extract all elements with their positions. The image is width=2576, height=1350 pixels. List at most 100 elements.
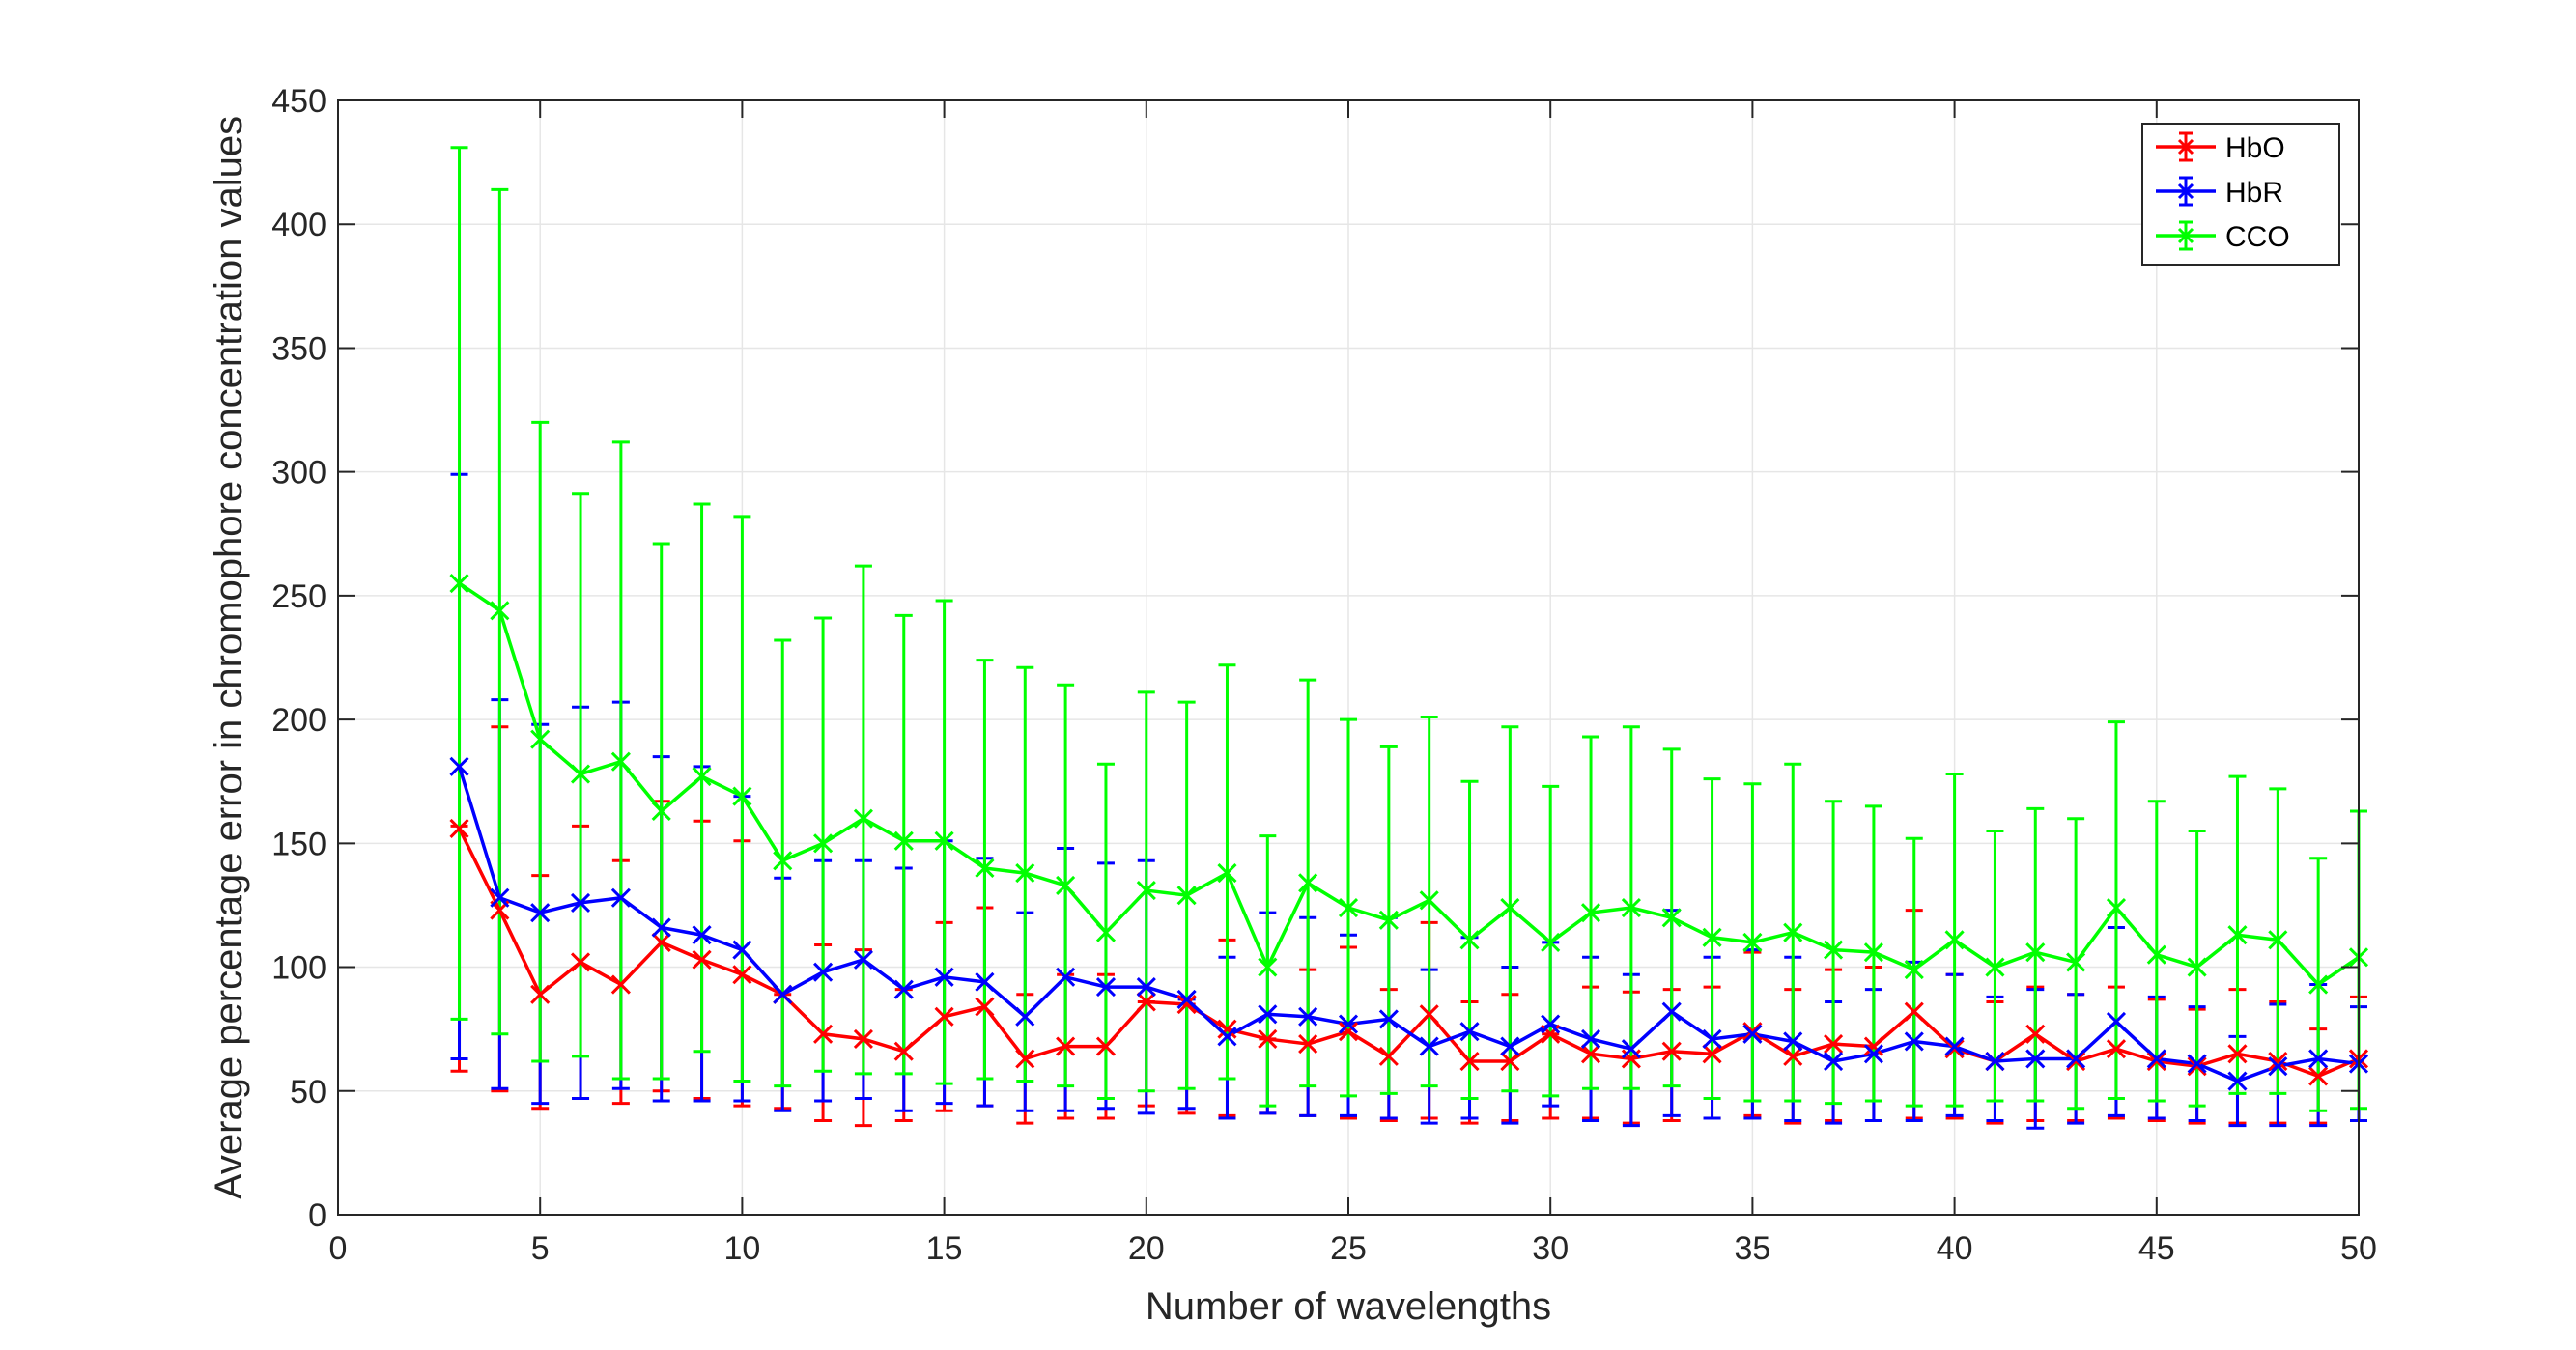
hbr-marker-stroke: [2106, 1011, 2127, 1032]
hbr-marker-stroke: [773, 984, 793, 1004]
cco-marker-stroke: [934, 830, 954, 851]
cco-point: [2066, 952, 2086, 972]
hbo-marker-stroke: [934, 1006, 954, 1027]
hbr-marker-stroke: [1661, 1001, 1682, 1022]
hbr-marker-stroke: [1863, 1044, 1883, 1064]
hbo-series-line: [457, 828, 2360, 1079]
hbo-point: [1863, 1036, 1883, 1056]
x-axis-title: Number of wavelengths: [1146, 1285, 1551, 1328]
cco-marker-stroke: [1541, 932, 1561, 952]
cco-point: [1095, 922, 1117, 942]
hbo-marker-stroke: [530, 984, 551, 1004]
hbo-marker-stroke: [449, 818, 469, 839]
cco-marker-stroke: [1095, 922, 1117, 942]
cco-marker-stroke: [893, 830, 914, 851]
cco-point: [1621, 897, 1641, 918]
hbr-point: [1258, 1004, 1278, 1025]
cco-marker-stroke: [1661, 908, 1682, 928]
hbo-point: [651, 932, 671, 952]
hbr-point: [1904, 1031, 1924, 1052]
hbr-marker-stroke: [1742, 1024, 1763, 1044]
hbr-point: [1863, 1044, 1883, 1064]
cco-marker-stroke: [2227, 925, 2248, 945]
hbr-marker-stroke: [1500, 1036, 1520, 1056]
hbr-marker-stroke: [1419, 1036, 1439, 1056]
cco-point: [1136, 880, 1156, 901]
hbr-point: [975, 971, 995, 993]
cco-marker-stroke: [530, 729, 551, 749]
hbr-marker-stroke: [1056, 967, 1076, 987]
legend-marker-hbr: [2177, 183, 2194, 200]
y-tick-label: 150: [271, 826, 326, 862]
cco-point: [1661, 908, 1682, 928]
hbo-marker-stroke: [732, 965, 752, 985]
hbo-point: [853, 1028, 873, 1049]
cco-marker-stroke: [1459, 930, 1480, 950]
x-tick-label: 10: [723, 1230, 760, 1267]
cco-marker-stroke: [1863, 942, 1883, 963]
markers: [449, 574, 2369, 1091]
cco-point: [1702, 927, 1722, 947]
cco-marker-stroke: [2025, 942, 2046, 963]
hbr-marker-stroke: [1944, 1036, 1965, 1056]
hbr-point: [1783, 1031, 1803, 1052]
cco-marker-stroke: [1985, 957, 2005, 977]
hbo-point: [1904, 1001, 1924, 1022]
cco-point: [1378, 910, 1399, 930]
hbo-point: [1298, 1033, 1318, 1055]
hbo-point: [692, 949, 712, 970]
hbr-point: [1136, 977, 1156, 998]
x-tick-label: 50: [2340, 1230, 2377, 1267]
hbo-marker-stroke: [1338, 1022, 1359, 1042]
hbo-marker-stroke: [893, 1041, 914, 1061]
hbo-point: [1258, 1028, 1278, 1049]
hbo-marker-stroke: [2187, 1056, 2207, 1077]
cco-point: [1015, 863, 1035, 884]
hbr-marker-stroke: [2227, 1071, 2248, 1091]
cco-marker-stroke: [1378, 910, 1399, 930]
hbo-point: [610, 974, 631, 995]
hbr-marker-stroke: [530, 903, 551, 923]
hbo-marker-stroke: [570, 952, 591, 972]
cco-marker-stroke: [2146, 944, 2166, 965]
hbr-marker-stroke: [610, 887, 631, 908]
hbo-marker-stroke: [1944, 1039, 1965, 1059]
cco-point: [1500, 897, 1520, 918]
cco-point: [1863, 942, 1883, 963]
hbr-marker-stroke: [1702, 1028, 1722, 1049]
cco-marker-stroke: [1015, 863, 1035, 884]
hbo-marker-stroke: [610, 974, 631, 995]
cco-point: [570, 764, 591, 784]
hbo-point: [1095, 1036, 1117, 1056]
hbr-point: [1944, 1036, 1965, 1056]
hbr-marker-stroke: [2066, 1049, 2086, 1069]
hbo-marker-stroke: [1176, 994, 1197, 1015]
cco-point: [2146, 944, 2166, 965]
cco-marker-stroke: [813, 833, 834, 854]
hbo-marker-stroke: [2066, 1051, 2086, 1072]
hbr-marker-stroke: [934, 967, 954, 987]
x-tick-label: 20: [1128, 1230, 1165, 1267]
cco-point: [1742, 932, 1763, 952]
legend-marker-cco: [2177, 227, 2194, 244]
hbo-point: [1944, 1039, 1965, 1059]
hbr-point: [490, 887, 510, 908]
hbo-marker-stroke: [1136, 992, 1156, 1012]
hbr-marker-stroke: [2268, 1056, 2288, 1077]
cco-point: [732, 786, 752, 806]
error-bars: [450, 146, 2367, 1130]
hbr-point: [2106, 1011, 2127, 1032]
cco-point: [1985, 957, 2005, 977]
hbr-marker-stroke: [1258, 1004, 1278, 1025]
hbo-marker-stroke: [2146, 1051, 2166, 1072]
cco-marker-stroke: [1419, 890, 1439, 911]
hbr-marker-stroke: [1015, 1006, 1035, 1027]
hbo-marker-stroke: [1459, 1051, 1480, 1072]
hbo-marker-stroke: [1258, 1028, 1278, 1049]
cco-marker-stroke: [773, 851, 793, 871]
cco-point: [1459, 930, 1480, 950]
cco-point: [449, 574, 469, 594]
x-tick-label: 15: [926, 1230, 963, 1267]
cco-point: [853, 808, 873, 829]
